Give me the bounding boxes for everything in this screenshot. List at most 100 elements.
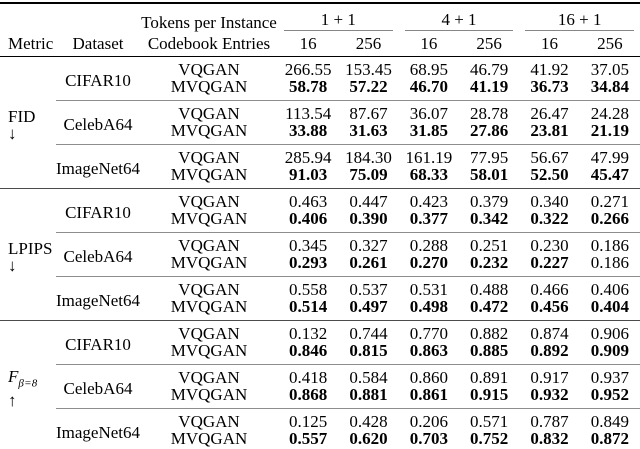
- cmidrule-group-2: 4 + 1: [404, 11, 514, 31]
- metric-name: F: [8, 366, 19, 386]
- value-cell: 27.86: [470, 121, 509, 140]
- value-cell: 36.07: [398, 100, 459, 122]
- method-label-cell: MVQGAN: [170, 429, 248, 448]
- method-label-cell: MVQGAN: [170, 165, 248, 184]
- token-group-1-header: 1 + 1: [278, 3, 399, 31]
- value-cell: 0.497: [349, 297, 388, 316]
- cmidrule-group-1: 1 + 1: [284, 11, 393, 31]
- value-cell: 28.78: [458, 100, 520, 122]
- value-cell: 0.558: [278, 276, 339, 298]
- value-cell: 0.849: [579, 408, 640, 430]
- value-cell: 0.531: [398, 276, 459, 298]
- value-cell: 0.340: [519, 188, 580, 210]
- value-cell: 24.28: [579, 100, 640, 122]
- tokens-per-instance-header: Tokens per Instance: [141, 13, 277, 32]
- value-cell: 0.227: [530, 253, 569, 272]
- value-cell: 0.377: [409, 209, 448, 228]
- value-cell: 0.293: [289, 253, 328, 272]
- dataset-label-cell: CelebA64: [56, 364, 140, 409]
- value-cell: 46.79: [470, 60, 509, 79]
- value-cell: 0.266: [590, 209, 629, 228]
- value-cell: 0.463: [278, 188, 339, 210]
- value-cell: 0.418: [278, 364, 339, 386]
- table-row: ImageNet64 VQGAN 285.94 184.30 161.19 77.95 56…: [0, 144, 640, 189]
- table-row: CelebA64 VQGAN 113.54 87.67 36.07 28.78 26.47 2…: [0, 100, 640, 145]
- value-cell: 21.19: [590, 121, 629, 140]
- value-cell: 0.132: [278, 320, 339, 342]
- value-cell: 0.932: [530, 385, 569, 404]
- method-label-cell: VQGAN: [140, 188, 278, 210]
- value-cell: 0.860: [398, 364, 459, 386]
- value-cell: 266.55: [284, 60, 332, 79]
- value-cell: 0.861: [409, 385, 448, 404]
- value-cell: 57.22: [349, 77, 388, 96]
- token-group-3-header: 16 + 1: [519, 3, 640, 31]
- value-cell: 0.937: [579, 364, 640, 386]
- value-cell: 0.872: [590, 429, 629, 448]
- dataset-label-cell: CIFAR10: [65, 71, 131, 90]
- value-cell: 0.345: [278, 232, 339, 254]
- dataset-label-cell: ImageNet64: [56, 144, 140, 189]
- table-row: MVQGAN 0.846 0.815 0.863 0.885 0.892 0.909: [0, 342, 640, 365]
- value-cell: 68.33: [409, 165, 448, 184]
- value-cell: 68.95: [409, 60, 448, 79]
- table-row: FID ↓ CIFAR10 VQGAN 266.55 153.45 68.95 46.79 41…: [0, 57, 640, 141]
- method-label-cell: MVQGAN: [170, 209, 248, 228]
- method-label-cell: MVQGAN: [170, 253, 248, 272]
- value-cell: 58.01: [470, 165, 509, 184]
- table-body: FID ↓ CIFAR10 VQGAN 266.55 153.45 68.95 46.79 41…: [0, 57, 640, 449]
- value-cell: 0.186: [590, 253, 629, 272]
- value-cell: 47.99: [579, 144, 640, 166]
- value-cell: 113.54: [278, 100, 339, 122]
- value-cell: 0.488: [458, 276, 520, 298]
- value-cell: 0.406: [289, 209, 328, 228]
- arrow-down-icon: ↓: [8, 123, 17, 143]
- value-cell: 153.45: [345, 60, 392, 79]
- value-cell: 0.406: [579, 276, 640, 298]
- value-cell: 0.472: [470, 297, 509, 316]
- metric-name: FID: [8, 106, 36, 126]
- codebook-size-header: 256: [579, 31, 640, 57]
- spacer-cell: [0, 3, 56, 31]
- value-cell: 0.584: [338, 364, 399, 386]
- token-group-2-header: 4 + 1: [399, 3, 520, 31]
- value-cell: 0.270: [409, 253, 448, 272]
- value-cell: 34.84: [590, 77, 629, 96]
- dataset-label-cell: CIFAR10: [56, 320, 140, 365]
- table-row: Fβ=8 ↑ CIFAR10 VQGAN 0.132 0.744 0.770 0.882 0.8…: [0, 320, 640, 449]
- dataset-column-header: Dataset: [56, 31, 140, 57]
- value-cell: 77.95: [458, 144, 520, 166]
- method-label-cell: VQGAN: [140, 364, 278, 386]
- codebook-size-header: 16: [398, 31, 459, 57]
- table-row: ImageNet64 VQGAN 0.558 0.537 0.531 0.488 0.466…: [0, 276, 640, 321]
- value-cell: 161.19: [398, 144, 459, 166]
- value-cell: 52.50: [530, 165, 569, 184]
- table-row: MVQGAN 0.514 0.497 0.498 0.472 0.456 0.404: [0, 298, 640, 321]
- value-cell: 0.390: [349, 209, 388, 228]
- value-cell: 0.557: [289, 429, 328, 448]
- value-cell: 0.125: [278, 408, 339, 430]
- value-cell: 0.251: [458, 232, 520, 254]
- codebook-size-header: 256: [458, 31, 520, 57]
- value-cell: 0.703: [409, 429, 448, 448]
- value-cell: 0.885: [470, 341, 509, 360]
- table-row: CelebA64 VQGAN 0.418 0.584 0.860 0.891 0.917 0.…: [0, 364, 640, 409]
- value-cell: 0.514: [289, 297, 328, 316]
- value-cell: 0.882: [458, 320, 520, 342]
- value-cell: 0.232: [470, 253, 509, 272]
- value-cell: 0.206: [398, 408, 459, 430]
- value-cell: 37.05: [590, 60, 629, 79]
- value-cell: 0.466: [519, 276, 580, 298]
- value-cell: 0.815: [349, 341, 388, 360]
- value-cell: 0.322: [530, 209, 569, 228]
- spacer-cell: [56, 3, 140, 31]
- value-cell: 0.447: [338, 188, 399, 210]
- value-cell: 75.09: [349, 165, 388, 184]
- value-cell: 58.78: [289, 77, 328, 96]
- table-row: CelebA64 VQGAN 0.345 0.327 0.288 0.251 0.230 0.…: [0, 232, 640, 277]
- value-cell: 0.744: [338, 320, 399, 342]
- value-cell: 0.456: [530, 297, 569, 316]
- value-cell: 46.70: [409, 77, 448, 96]
